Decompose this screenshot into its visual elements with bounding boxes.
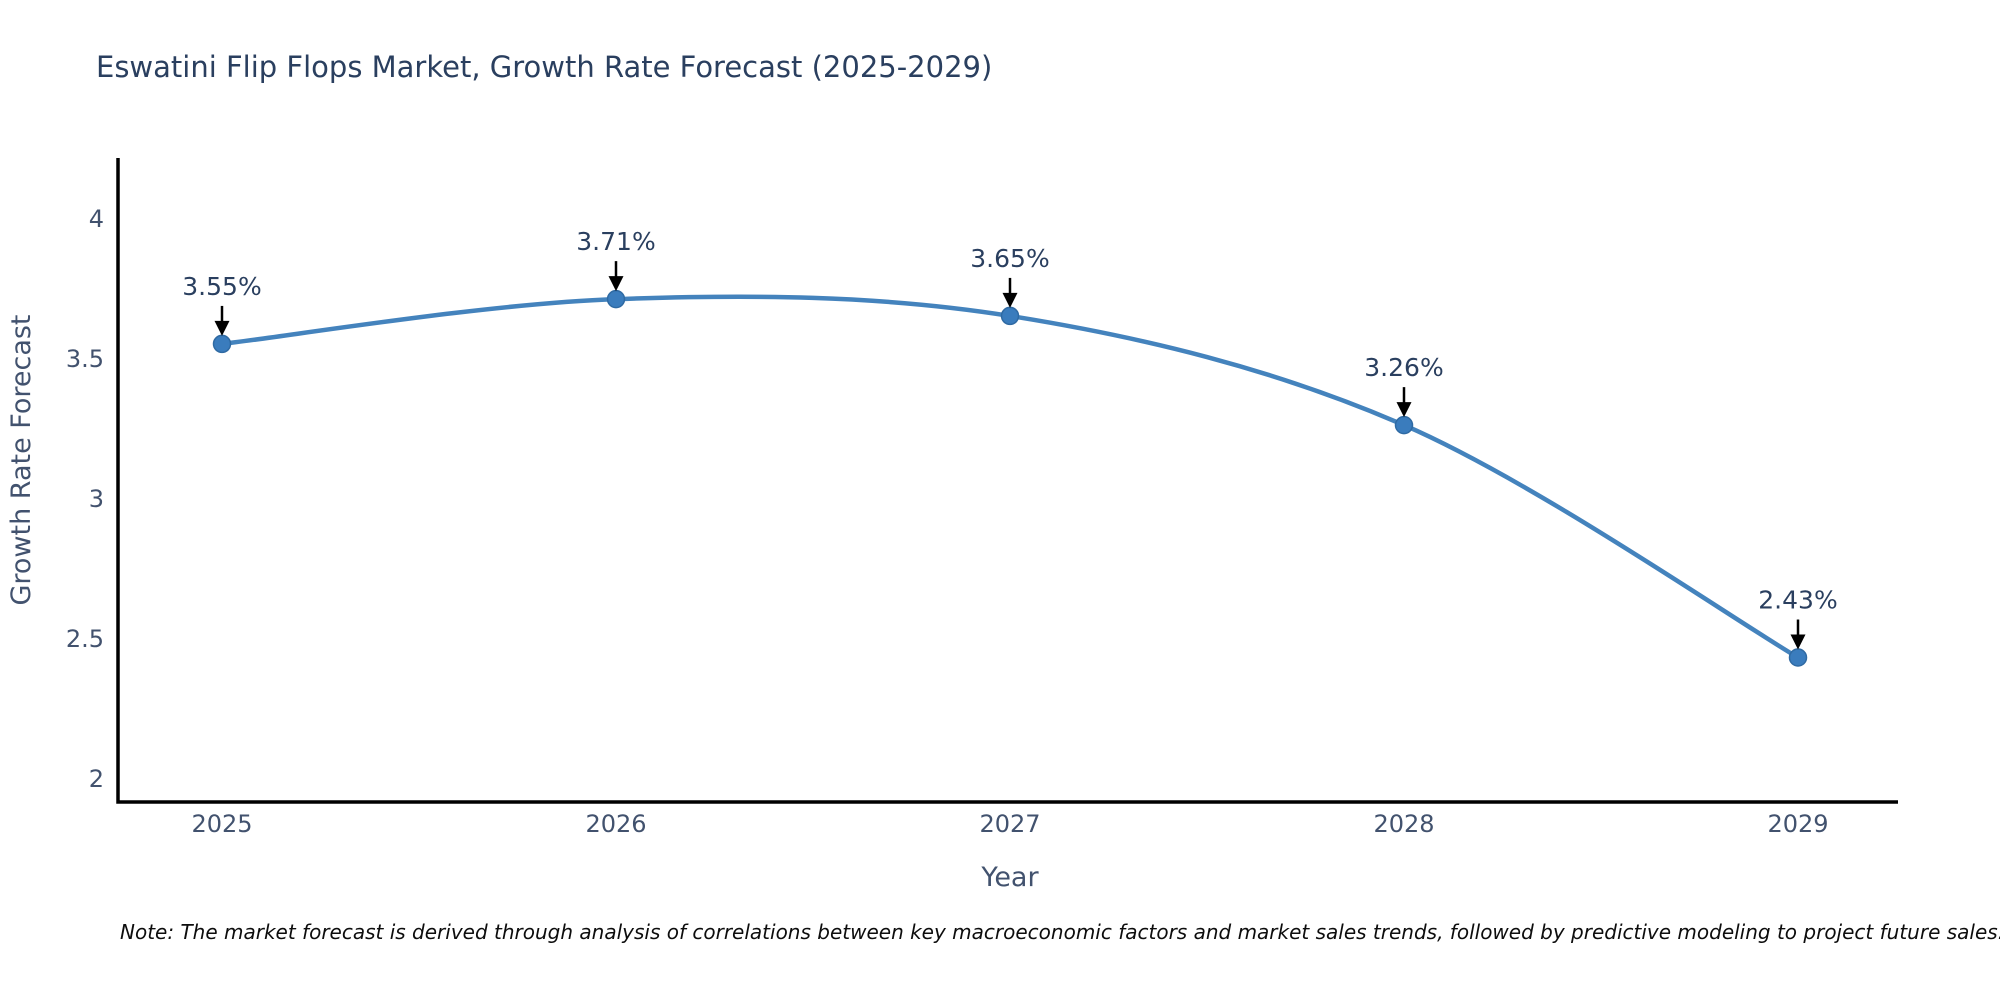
x-tick-label: 2025 bbox=[191, 810, 252, 838]
x-tick-label: 2026 bbox=[585, 810, 646, 838]
x-tick-label: 2027 bbox=[979, 810, 1040, 838]
data-point bbox=[1000, 306, 1020, 326]
data-point bbox=[212, 334, 232, 354]
point-value-label: 3.55% bbox=[182, 272, 261, 301]
annotation-arrowhead-icon bbox=[608, 276, 624, 292]
y-tick-label: 3 bbox=[89, 485, 104, 513]
annotation-arrowhead-icon bbox=[214, 320, 230, 336]
point-value-label: 3.65% bbox=[970, 244, 1049, 273]
y-tick-label: 2.5 bbox=[66, 625, 104, 653]
point-value-label: 3.26% bbox=[1364, 353, 1443, 382]
x-tick-label: 2029 bbox=[1767, 810, 1828, 838]
annotation-arrowhead-icon bbox=[1002, 292, 1018, 308]
y-tick-label: 3.5 bbox=[66, 345, 104, 373]
chart-note: Note: The market forecast is derived thr… bbox=[120, 920, 2000, 944]
axis-lines bbox=[116, 158, 1898, 804]
chart-title: Eswatini Flip Flops Market, Growth Rate … bbox=[96, 50, 993, 84]
point-value-label: 2.43% bbox=[1758, 586, 1837, 615]
y-tick-label: 2 bbox=[89, 765, 104, 793]
y-axis-title: Growth Rate Forecast bbox=[6, 314, 37, 605]
x-tick-label: 2028 bbox=[1373, 810, 1434, 838]
data-point bbox=[606, 289, 626, 309]
x-axis-title: Year bbox=[980, 862, 1039, 893]
y-tick-label: 4 bbox=[89, 205, 104, 233]
annotation-arrowhead-icon bbox=[1396, 402, 1412, 418]
point-value-label: 3.71% bbox=[576, 227, 655, 256]
trend-line bbox=[219, 294, 1801, 660]
data-point bbox=[1788, 648, 1808, 667]
annotation-arrowhead-icon bbox=[1790, 634, 1806, 650]
data-point bbox=[1394, 415, 1414, 435]
